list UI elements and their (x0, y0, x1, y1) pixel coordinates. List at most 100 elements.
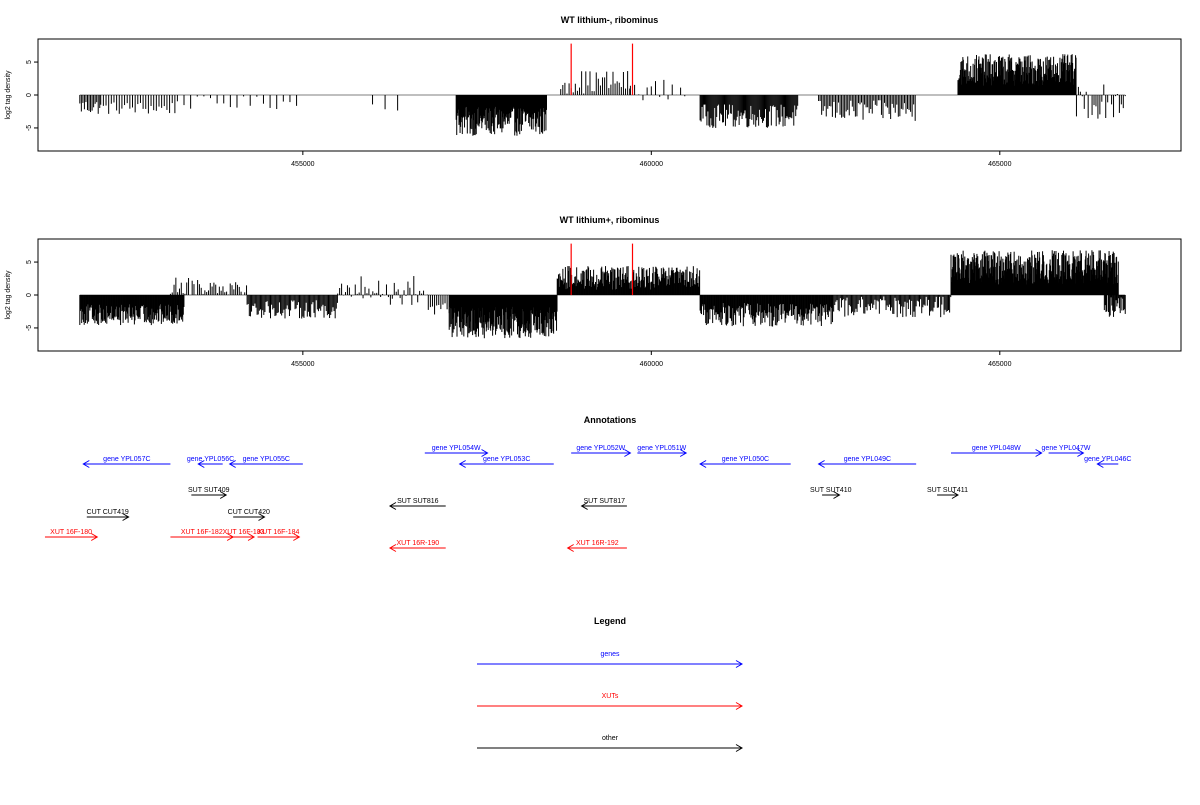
legend-item: other (477, 735, 743, 752)
feature-label: gene YPL046C (1084, 456, 1131, 463)
y-axis-label: log2 tag density (5, 270, 12, 320)
feature-gene: gene YPL057C (82, 456, 171, 468)
feature-other: SUT SUT411 (927, 487, 968, 499)
feature-arrowhead (624, 449, 632, 457)
feature-xut: XUT 16F-180 (44, 529, 99, 541)
track-panel-1: WT lithium-, ribominus log2 tag density 5 0… (5, 15, 1182, 168)
feature-label: gene YPL050C (722, 456, 769, 463)
panel-title: WT lithium-, ribominus (561, 15, 659, 25)
legend-item: XUTs (477, 693, 743, 710)
feature-arrowhead (679, 449, 688, 457)
x-tick-label: 465000 (988, 361, 1011, 368)
feature-gene: gene YPL046C (1084, 456, 1131, 468)
y-tick-label: 5 (26, 260, 33, 264)
x-tick-label: 465000 (988, 161, 1011, 168)
legend-label: other (602, 735, 619, 742)
feature-arrowhead (817, 460, 825, 468)
y-tick-label: -5 (26, 325, 33, 331)
feature-label: SUT SUT817 (584, 498, 626, 505)
feature-label: gene YPL049C (844, 456, 891, 463)
feature-xut: XUT 16R-192 (566, 540, 627, 552)
feature-gene: gene YPL054W (424, 445, 489, 457)
feature-label: XUT 16F-184 (258, 529, 300, 536)
feature-arrowhead (735, 744, 743, 752)
feature-label: gene YPL056C (187, 456, 234, 463)
feature-arrowhead (699, 460, 707, 468)
density-bars (79, 250, 1126, 339)
feature-label: XUT 16F-180 (50, 529, 92, 536)
feature-gene: gene YPL051W (637, 445, 688, 457)
x-tick-label: 455000 (291, 361, 314, 368)
legend-label: genes (600, 651, 620, 658)
feature-gene: gene YPL053C (458, 456, 554, 468)
feature-label: SUT SUT411 (927, 487, 968, 494)
feature-label: CUT CUT420 (228, 509, 270, 516)
feature-arrowhead (247, 533, 256, 541)
x-tick-label: 455000 (291, 161, 314, 168)
feature-label: gene YPL057C (103, 456, 150, 463)
feature-label: XUT 16F-182 (181, 529, 223, 536)
feature-arrowhead (735, 660, 743, 668)
feature-other: SUT SUT409 (188, 487, 230, 499)
feature-arrowhead (566, 544, 574, 552)
feature-label: SUT SUT816 (397, 498, 439, 505)
feature-arrowhead (481, 449, 489, 457)
legend-panel: Legend genes XUTs other (477, 616, 743, 752)
feature-label: gene YPL052W (576, 445, 625, 452)
feature-arrowhead (1035, 449, 1043, 457)
feature-gene: gene YPL048W (951, 445, 1043, 457)
feature-gene: gene YPL050C (699, 456, 791, 468)
y-tick-label: 0 (26, 93, 33, 97)
feature-arrowhead (388, 544, 397, 552)
feature-xut: XUT 16F-183 (223, 529, 265, 541)
feature-label: gene YPL054W (432, 445, 481, 452)
feature-label: SUT SUT409 (188, 487, 230, 494)
feature-arrowhead (388, 502, 397, 510)
feature-arrowhead (735, 702, 743, 710)
feature-arrowhead (580, 502, 588, 510)
feature-arrowhead (951, 491, 959, 499)
feature-label: XUT 16F-183 (223, 529, 265, 536)
feature-gene: gene YPL056C (187, 456, 234, 468)
feature-arrowhead (1096, 460, 1104, 468)
feature-arrowhead (458, 460, 466, 468)
feature-gene: gene YPL047W (1042, 445, 1091, 457)
feature-label: gene YPL047W (1042, 445, 1091, 452)
x-tick-label: 460000 (640, 161, 663, 168)
annotation-title: Annotations (584, 415, 637, 425)
annotation-panel: Annotations gene YPL057C gene YPL056C gene… (44, 415, 1131, 552)
feature-other: CUT CUT419 (87, 509, 130, 521)
feature-arrowhead (219, 491, 228, 499)
feature-arrowhead (122, 513, 130, 521)
feature-arrowhead (197, 460, 205, 468)
track-panel-2: WT lithium+, ribominus log2 tag density 5 0… (5, 215, 1182, 368)
feature-label: gene YPL055C (243, 456, 290, 463)
density-bars (79, 54, 1126, 136)
legend-title: Legend (594, 616, 626, 626)
x-tick-label: 460000 (640, 361, 663, 368)
feature-xut: XUT 16R-190 (388, 540, 446, 552)
feature-other: SUT SUT410 (810, 487, 852, 499)
legend-label: XUTs (602, 693, 619, 700)
feature-label: SUT SUT410 (810, 487, 852, 494)
y-tick-label: 5 (26, 60, 33, 64)
feature-label: CUT CUT419 (87, 509, 129, 516)
y-axis-label: log2 tag density (5, 70, 12, 120)
feature-label: XUT 16R-192 (576, 540, 619, 547)
feature-arrowhead (833, 491, 841, 499)
feature-arrowhead (258, 513, 266, 521)
feature-arrowhead (228, 460, 236, 468)
feature-other: SUT SUT817 (580, 498, 627, 510)
feature-arrowhead (293, 533, 301, 541)
feature-label: XUT 16R-190 (397, 540, 440, 547)
feature-other: SUT SUT816 (388, 498, 446, 510)
y-tick-label: -5 (26, 125, 33, 131)
feature-arrowhead (82, 460, 90, 468)
feature-arrowhead (90, 533, 99, 541)
legend-item: genes (477, 651, 743, 668)
feature-gene: gene YPL055C (228, 456, 303, 468)
feature-label: gene YPL053C (483, 456, 530, 463)
feature-label: gene YPL051W (637, 445, 686, 452)
